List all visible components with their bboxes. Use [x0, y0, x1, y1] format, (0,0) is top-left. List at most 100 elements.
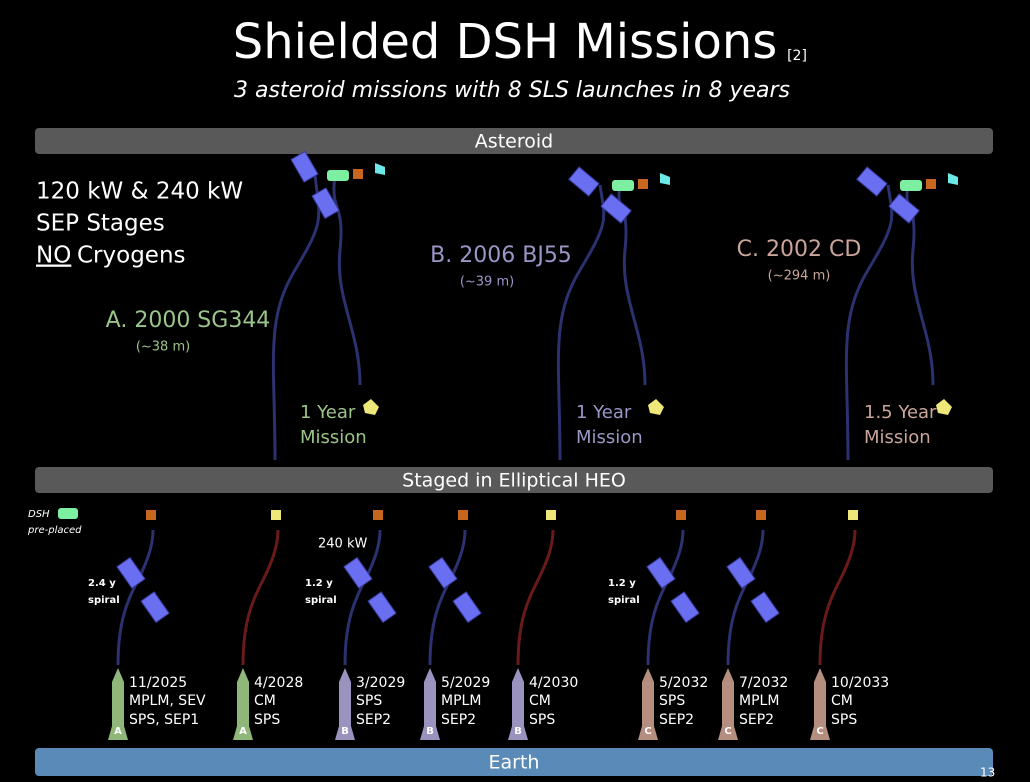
band-label: Earth: [489, 752, 540, 774]
solar-panel: [452, 591, 482, 624]
mission-duration: 1 Year: [576, 402, 632, 423]
heo-label: spiral: [305, 595, 337, 606]
mission-name: B. 2006 BJ55: [430, 243, 572, 268]
solar-panel: [428, 556, 458, 589]
spacecraft: [568, 166, 632, 224]
spacecraft: [856, 166, 920, 224]
rocket-letter: A: [114, 726, 122, 737]
launch-payload: SEP2: [739, 712, 774, 728]
title: Shielded DSH Missions: [233, 14, 778, 70]
launch-payload: SPS: [529, 712, 555, 728]
module-icon: [353, 169, 363, 179]
solar-panel: [670, 591, 700, 624]
band: [35, 467, 993, 493]
asteroid-icon: [363, 399, 379, 415]
payload-icon: [458, 510, 468, 520]
launch-payload: SPS: [831, 712, 857, 728]
trajectory: [844, 184, 894, 461]
launch-payload: MPLM: [739, 693, 779, 709]
heo-label: spiral: [608, 595, 640, 606]
band: [35, 748, 993, 776]
rocket-letter: A: [239, 726, 247, 737]
band-label: Staged in Elliptical HEO: [402, 470, 626, 492]
spacecraft: [726, 556, 780, 624]
rocket: [335, 668, 355, 740]
note: SEP Stages: [36, 211, 165, 237]
launch-payload: SEP2: [441, 712, 476, 728]
rocket-letter: C: [724, 726, 731, 737]
rocket: [508, 668, 528, 740]
launch-date: 3/2029: [356, 675, 405, 691]
rocket: [810, 668, 830, 740]
spacecraft: [290, 150, 340, 220]
rocket-letter: B: [341, 726, 349, 737]
capsule-icon: [375, 163, 385, 175]
solar-panel: [343, 556, 373, 589]
rocket-letter: C: [816, 726, 823, 737]
heo-label: 1.2 y: [608, 578, 636, 589]
launch-payload: SPS: [659, 693, 685, 709]
launch-date: 5/2032: [659, 675, 708, 691]
mission-duration: Mission: [576, 427, 643, 448]
launch-payload: SPS: [356, 693, 382, 709]
mission-duration: 1.5 Year: [864, 402, 937, 423]
heo-label: 2.4 y: [88, 578, 116, 589]
solar-panel: [856, 166, 888, 197]
trajectory: [332, 174, 362, 386]
solar-panel: [311, 187, 340, 220]
mission-size: (~294 m): [768, 269, 831, 284]
mission-duration: Mission: [300, 427, 367, 448]
note: NO: [36, 243, 71, 269]
payload-icon: [146, 510, 156, 520]
rocket: [718, 668, 738, 740]
heo-label: 240 kW: [318, 537, 367, 552]
module-icon: [327, 170, 349, 181]
solar-panel: [290, 150, 319, 183]
spacecraft: [343, 556, 397, 624]
rocket: [638, 668, 658, 740]
mission-size: (~38 m): [136, 340, 190, 355]
solar-panel: [600, 193, 632, 224]
launch-date: 10/2033: [831, 675, 889, 691]
transfer-path: [818, 529, 857, 666]
launch-date: 11/2025: [129, 675, 187, 691]
solar-panel: [750, 591, 780, 624]
launch-payload: SPS, SEP1: [129, 712, 199, 728]
launch-date: 7/2032: [739, 675, 788, 691]
solar-panel: [726, 556, 756, 589]
launch-payload: CM: [529, 693, 551, 709]
note: Cryogens: [77, 243, 186, 269]
solar-panel: [116, 556, 146, 589]
launch-payload: SEP2: [356, 712, 391, 728]
mission-name: A. 2000 SG344: [106, 308, 271, 333]
subtitle: 3 asteroid missions with 8 SLS launches …: [234, 78, 790, 103]
spacecraft: [428, 556, 482, 624]
mission-size: (~39 m): [460, 275, 514, 290]
launch-payload: MPLM, SEV: [129, 693, 206, 709]
band: [35, 128, 993, 154]
launch-date: 4/2030: [529, 675, 578, 691]
launch-payload: CM: [254, 693, 276, 709]
launch-payload: SEP2: [659, 712, 694, 728]
payload-icon: [756, 510, 766, 520]
transfer-path: [516, 529, 555, 666]
heo-label: DSH: [28, 509, 50, 520]
solar-panel: [888, 193, 920, 224]
page-number: 13: [980, 766, 995, 780]
payload-icon: [546, 510, 556, 520]
spacecraft: [116, 556, 170, 624]
heo-label: pre-placed: [27, 525, 82, 536]
rocket-letter: C: [644, 726, 651, 737]
note: 120 kW & 240 kW: [36, 179, 243, 205]
mission-name: C. 2002 CD: [737, 237, 862, 262]
payload-icon: [271, 510, 281, 520]
trajectory: [556, 184, 606, 461]
launch-payload: MPLM: [441, 693, 481, 709]
band-label: Asteroid: [475, 131, 553, 153]
rocket-letter: B: [514, 726, 522, 737]
launch-date: 5/2029: [441, 675, 490, 691]
solar-panel: [140, 591, 170, 624]
module-icon: [900, 180, 922, 191]
